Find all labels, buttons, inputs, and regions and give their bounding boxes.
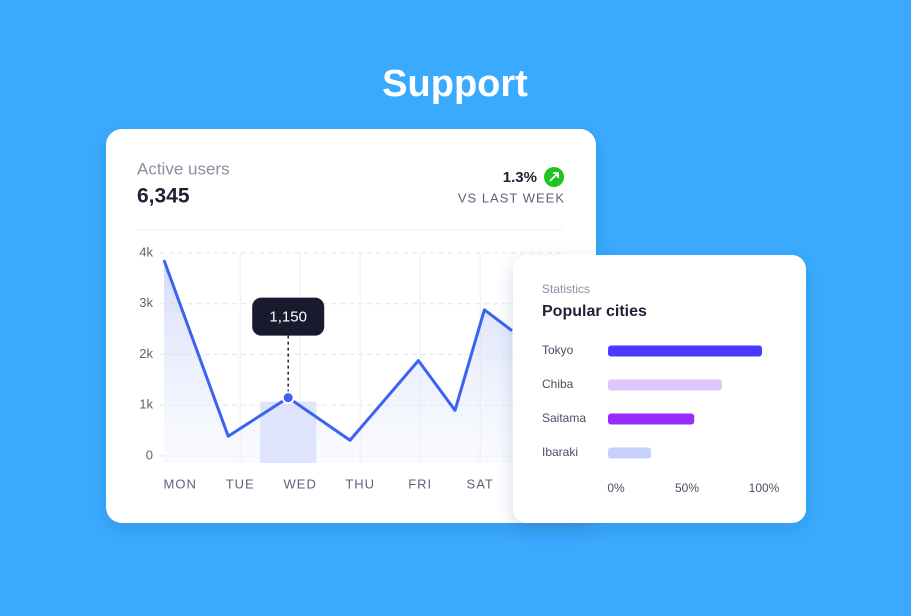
bar xyxy=(608,413,695,425)
x-tick-label: MON xyxy=(164,476,197,491)
change-label: VS LAST WEEK xyxy=(458,190,565,205)
category-label: Tokyo xyxy=(542,343,574,357)
card-subtitle: Statistics xyxy=(542,282,590,296)
y-tick-label: 3k xyxy=(139,295,153,310)
x-tick-label: FRI xyxy=(408,476,432,491)
card-title: Popular cities xyxy=(542,303,647,320)
category-label: Chiba xyxy=(542,377,574,391)
x-tick-label: WED xyxy=(284,476,317,491)
x-tick-label: 50% xyxy=(675,481,699,495)
x-tick-label: TUE xyxy=(226,476,255,491)
y-tick-label: 2k xyxy=(139,346,153,361)
x-tick-label: 100% xyxy=(749,481,780,495)
category-label: Saitama xyxy=(542,411,586,425)
card-title: Active users xyxy=(137,159,230,178)
x-tick-label: SAT xyxy=(467,476,494,491)
y-tick-label: 0 xyxy=(146,447,153,462)
page-title: Support xyxy=(382,63,528,105)
x-tick-label: THU xyxy=(345,476,375,491)
up-arrow xyxy=(549,172,559,182)
category-label: Ibaraki xyxy=(542,445,578,459)
y-tick-label: 4k xyxy=(139,244,153,259)
bar xyxy=(608,345,762,357)
tooltip-label: 1,150 xyxy=(269,309,307,326)
change-value: 1.3% xyxy=(503,169,537,186)
tooltip xyxy=(252,297,325,336)
bar xyxy=(608,447,652,459)
point xyxy=(281,391,295,405)
area xyxy=(164,260,512,463)
metric-value: 6,345 xyxy=(137,185,190,208)
y-tick-label: 1k xyxy=(139,397,153,412)
bar xyxy=(608,379,722,391)
x-tick-label: 0% xyxy=(607,481,625,495)
line xyxy=(162,259,513,442)
